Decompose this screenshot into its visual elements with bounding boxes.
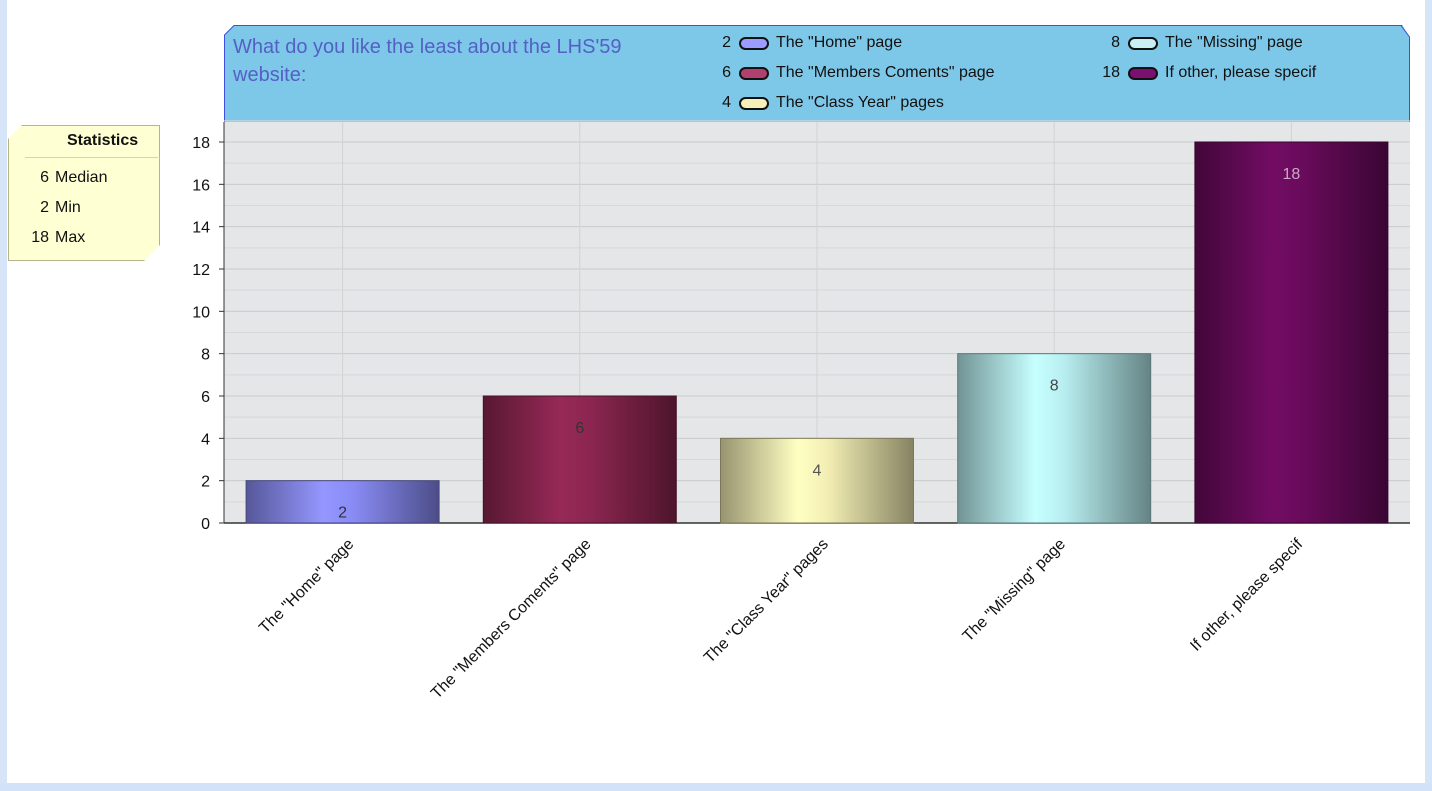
legend-item: 2 The "Home" page xyxy=(703,32,902,54)
statistic-row: 6 Median xyxy=(9,169,159,193)
legend-item: 6 The "Members Coments" page xyxy=(703,62,995,84)
legend-value: 8 xyxy=(1111,34,1120,51)
statistics-divider xyxy=(25,157,158,158)
x-tick-label: If other, please specif xyxy=(1187,535,1306,654)
bar xyxy=(1194,141,1389,524)
x-tick-label: The "Missing" page xyxy=(960,536,1069,645)
y-tick-label: 6 xyxy=(201,389,210,406)
legend-value: 6 xyxy=(722,64,731,81)
bar-value-label: 6 xyxy=(575,420,584,437)
statistic-row: 2 Min xyxy=(9,199,159,223)
legend-item: 8 The "Missing" page xyxy=(1092,32,1303,54)
legend-label: The "Members Coments" page xyxy=(776,64,995,81)
y-tick-label: 16 xyxy=(192,177,210,194)
legend-swatch-icon xyxy=(739,96,769,110)
y-tick-label: 0 xyxy=(201,516,210,533)
legend-label: If other, please specif xyxy=(1165,64,1317,81)
legend-swatch-icon xyxy=(739,36,769,50)
y-tick-label: 14 xyxy=(192,220,210,237)
legend-label: The "Class Year" pages xyxy=(776,94,944,111)
bar xyxy=(720,437,914,524)
legend-value: 18 xyxy=(1102,64,1120,81)
legend-value: 2 xyxy=(722,34,731,51)
legend-item: 18 If other, please specif xyxy=(1092,62,1316,84)
legend-swatch-icon xyxy=(739,66,769,80)
legend-swatch-icon xyxy=(1128,66,1158,80)
x-tick-label: The "Home" page xyxy=(256,536,357,637)
bar-value-label: 8 xyxy=(1050,378,1059,395)
x-tick-label: The "Class Year" pages xyxy=(701,536,832,667)
y-tick-label: 12 xyxy=(192,262,210,279)
statistic-value: 6 xyxy=(40,169,49,186)
statistic-label: Median xyxy=(55,169,108,186)
bar-value-label: 2 xyxy=(338,505,347,522)
legend-value: 4 xyxy=(722,94,731,111)
y-tick-label: 18 xyxy=(192,135,210,152)
legend-item: 4 The "Class Year" pages xyxy=(703,92,944,114)
legend-swatch-icon xyxy=(1128,36,1158,50)
y-tick-label: 8 xyxy=(201,347,210,364)
bar xyxy=(482,395,677,524)
x-tick-label: The "Members Coments" page xyxy=(428,536,595,703)
statistic-value: 18 xyxy=(31,229,49,246)
y-tick-label: 2 xyxy=(201,474,210,491)
statistics-box: Statistics 6 Median 2 Min 18 Max xyxy=(8,125,160,261)
y-tick-label: 10 xyxy=(192,304,210,321)
bar xyxy=(245,480,440,524)
y-tick-label: 4 xyxy=(201,431,210,448)
chart-title: What do you like the least about the LHS… xyxy=(233,36,622,86)
statistic-label: Min xyxy=(55,199,81,216)
legend-label: The "Missing" page xyxy=(1165,34,1303,51)
statistics-title: Statistics xyxy=(67,132,139,149)
bar-value-label: 4 xyxy=(813,462,822,479)
bottom-band xyxy=(0,783,1432,791)
statistic-value: 2 xyxy=(40,199,49,216)
bar xyxy=(957,353,1152,524)
bar-value-label: 18 xyxy=(1283,166,1301,183)
legend-label: The "Home" page xyxy=(776,34,903,51)
statistic-label: Max xyxy=(55,229,86,246)
statistic-row: 18 Max xyxy=(9,229,159,253)
